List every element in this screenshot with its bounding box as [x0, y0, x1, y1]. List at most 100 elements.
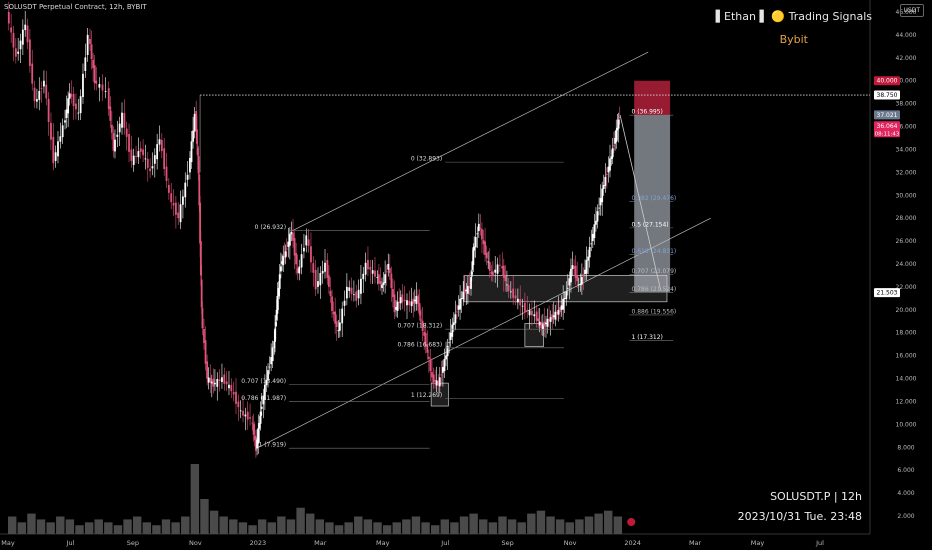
- candle-body: [376, 277, 379, 278]
- volume-bar: [94, 519, 103, 534]
- x-tick-label: Jul: [440, 539, 449, 547]
- candle-body: [454, 314, 457, 324]
- volume-bar: [575, 519, 584, 534]
- candle-body: [568, 278, 571, 286]
- volume-bar: [219, 516, 228, 534]
- volume-bar: [113, 525, 123, 534]
- candle-body: [420, 319, 422, 321]
- y-tick-label: 30.000: [896, 192, 917, 199]
- candle-body: [345, 286, 348, 299]
- y-tick-label: 2.000: [897, 513, 914, 520]
- candle-body: [393, 294, 396, 313]
- candle-body: [509, 291, 512, 293]
- candle-body: [459, 298, 461, 310]
- candle-body: [332, 311, 335, 315]
- candle-body: [114, 139, 116, 152]
- candle-body: [12, 32, 15, 48]
- candle-body: [182, 196, 184, 205]
- x-tick-label: Mar: [314, 539, 327, 547]
- candle-body: [560, 305, 563, 310]
- candle-body: [490, 271, 493, 275]
- candle-body: [172, 203, 175, 206]
- candle-body: [612, 145, 615, 147]
- candle-body: [139, 148, 142, 152]
- candle-body: [479, 227, 482, 229]
- candle-body: [244, 414, 247, 417]
- candle-body: [598, 207, 600, 209]
- candle-body: [225, 381, 228, 385]
- candle-body: [398, 302, 401, 303]
- x-tick-label: Jul: [815, 539, 824, 547]
- unit-badge[interactable]: USDT: [899, 4, 924, 17]
- candle-body: [604, 176, 607, 186]
- candle-body: [59, 136, 62, 142]
- candle-body: [588, 247, 591, 258]
- volume-bar: [17, 522, 27, 534]
- candle-body: [258, 422, 261, 429]
- candle-body: [374, 270, 376, 277]
- volume-bar: [8, 516, 17, 534]
- fib-label: 1 (12.269): [411, 392, 442, 399]
- volume-bar: [238, 522, 248, 534]
- candle-body: [303, 247, 305, 252]
- candle-body: [576, 275, 579, 282]
- candle-body: [396, 301, 399, 311]
- fib-label: 1 (7.919): [258, 442, 286, 449]
- candle-body: [401, 294, 404, 303]
- candle-body: [535, 311, 538, 321]
- candle-body: [538, 321, 541, 326]
- candle-body: [14, 48, 17, 57]
- volume-bar: [546, 516, 555, 534]
- candle-body: [392, 288, 394, 298]
- candle-body: [132, 155, 135, 165]
- candle-body: [506, 284, 508, 286]
- candle-body: [602, 185, 605, 189]
- fib-label: 0 (36.995): [631, 109, 662, 116]
- candle-body: [110, 124, 113, 133]
- candle-body: [551, 314, 554, 320]
- candle-body: [163, 148, 166, 170]
- candle-body: [77, 112, 80, 114]
- candle-body: [353, 294, 355, 296]
- candle-body: [507, 284, 510, 291]
- candle-body: [587, 256, 590, 261]
- candle-body: [151, 166, 154, 169]
- y-tick-label: 46.000: [896, 9, 917, 16]
- candle-body: [451, 324, 454, 337]
- candle-body: [357, 289, 360, 299]
- candle-body: [61, 125, 64, 138]
- candle-body: [614, 138, 616, 144]
- candle-body: [388, 268, 391, 274]
- candle-body: [92, 59, 95, 69]
- fib-label: 0.886 (19.556): [631, 308, 676, 315]
- candle-body: [216, 379, 219, 387]
- candle-body: [382, 282, 385, 285]
- candle-body: [474, 237, 477, 248]
- candle-body: [343, 300, 346, 306]
- candle-body: [470, 277, 472, 289]
- candle-body: [557, 310, 560, 315]
- channel-lower-line: [256, 217, 711, 449]
- candle-body: [17, 51, 20, 54]
- price-badge-label: 21.503: [877, 290, 898, 297]
- candle-body: [223, 374, 226, 384]
- candle-body: [473, 246, 476, 251]
- candle-body: [31, 63, 34, 84]
- candle-body: [435, 380, 438, 386]
- candle-body: [206, 361, 209, 379]
- candle-body: [350, 287, 353, 294]
- candle-body: [395, 306, 397, 310]
- volume-bar: [507, 519, 517, 534]
- candle-body: [279, 266, 282, 272]
- y-tick-label: 42.000: [896, 55, 917, 62]
- y-tick-label: 18.000: [896, 330, 917, 337]
- candle-body: [468, 286, 471, 289]
- volume-bar: [479, 519, 488, 534]
- volume-bar: [27, 513, 36, 534]
- volume-bar: [132, 516, 142, 534]
- candle-body: [446, 345, 449, 357]
- candle-body: [337, 330, 340, 332]
- volume-bar: [527, 513, 536, 534]
- candle-body: [531, 310, 533, 316]
